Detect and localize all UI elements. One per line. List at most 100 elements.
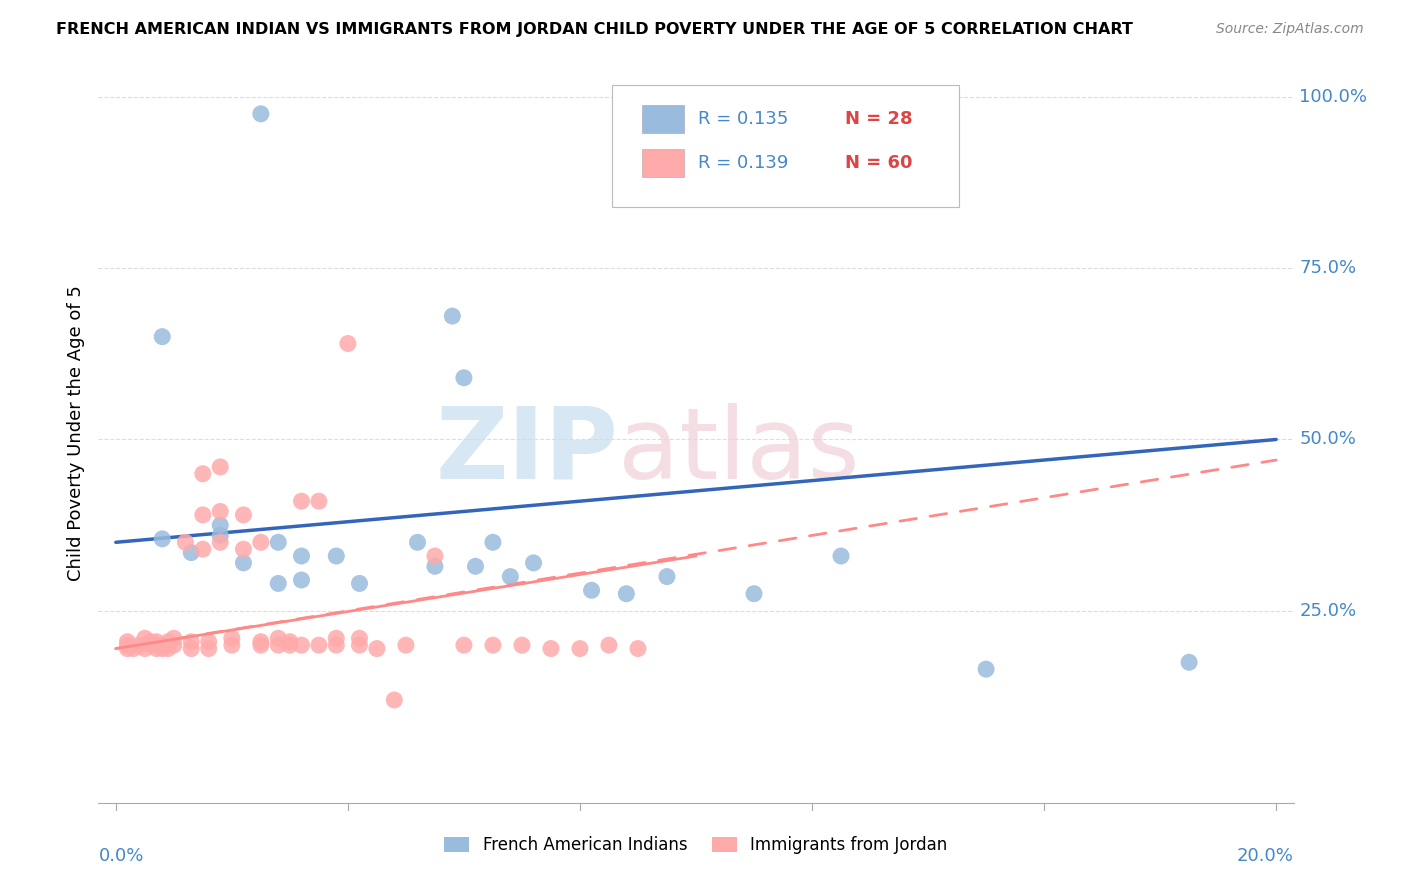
Point [598, 638, 620, 652]
Point [482, 638, 505, 652]
Text: 0.0%: 0.0% [98, 847, 143, 865]
Point [134, 641, 156, 656]
Point [510, 638, 533, 652]
Point [464, 559, 486, 574]
Text: 25.0%: 25.0% [1299, 602, 1357, 620]
Point [117, 641, 139, 656]
Point [163, 638, 186, 652]
Point [336, 336, 359, 351]
Point [742, 587, 765, 601]
Point [453, 371, 475, 385]
Point [145, 634, 167, 648]
Point [139, 638, 162, 652]
FancyBboxPatch shape [643, 149, 685, 178]
Point [325, 638, 347, 652]
Point [145, 638, 167, 652]
Point [157, 634, 180, 648]
Point [150, 532, 173, 546]
Point [150, 641, 173, 656]
Point [568, 641, 591, 656]
Point [232, 556, 254, 570]
Legend: French American Indians, Immigrants from Jordan: French American Indians, Immigrants from… [437, 830, 955, 861]
Point [325, 632, 347, 646]
Point [180, 641, 202, 656]
Text: ZIP: ZIP [436, 402, 619, 500]
Point [191, 467, 214, 481]
Point [290, 573, 312, 587]
Point [482, 535, 505, 549]
Point [655, 569, 678, 583]
Point [150, 638, 173, 652]
Point [117, 634, 139, 648]
Point [250, 638, 273, 652]
Text: 100.0%: 100.0% [1299, 87, 1368, 106]
Point [627, 641, 650, 656]
Text: 20.0%: 20.0% [1237, 847, 1294, 865]
Point [267, 638, 290, 652]
Point [191, 508, 214, 522]
FancyBboxPatch shape [613, 85, 959, 207]
Text: FRENCH AMERICAN INDIAN VS IMMIGRANTS FROM JORDAN CHILD POVERTY UNDER THE AGE OF : FRENCH AMERICAN INDIAN VS IMMIGRANTS FRO… [56, 22, 1133, 37]
Text: 50.0%: 50.0% [1299, 431, 1357, 449]
Point [221, 638, 243, 652]
Text: R = 0.135: R = 0.135 [699, 110, 789, 128]
Point [830, 549, 852, 563]
Y-axis label: Child Poverty Under the Age of 5: Child Poverty Under the Age of 5 [66, 285, 84, 581]
Text: N = 28: N = 28 [845, 110, 912, 128]
Point [122, 641, 145, 656]
Point [290, 638, 312, 652]
Point [180, 545, 202, 559]
Point [174, 535, 197, 549]
Point [139, 634, 162, 648]
Point [221, 632, 243, 646]
Point [197, 641, 219, 656]
Point [278, 634, 301, 648]
Point [349, 576, 371, 591]
Point [250, 535, 273, 549]
Point [395, 638, 418, 652]
Point [134, 632, 156, 646]
Point [614, 587, 637, 601]
Point [232, 508, 254, 522]
Point [349, 632, 371, 646]
Point [325, 549, 347, 563]
Point [145, 641, 167, 656]
Point [232, 542, 254, 557]
Point [308, 638, 330, 652]
Point [453, 638, 475, 652]
Point [441, 309, 464, 323]
Text: atlas: atlas [619, 402, 860, 500]
Point [382, 693, 405, 707]
Point [581, 583, 603, 598]
Point [209, 504, 232, 518]
Text: 75.0%: 75.0% [1299, 259, 1357, 277]
Point [499, 569, 522, 583]
Point [250, 634, 273, 648]
Point [150, 329, 173, 343]
Point [290, 549, 312, 563]
Point [163, 632, 186, 646]
Point [209, 528, 232, 542]
Text: R = 0.139: R = 0.139 [699, 154, 789, 172]
Point [157, 641, 180, 656]
Point [209, 535, 232, 549]
Point [267, 632, 290, 646]
Point [117, 638, 139, 652]
Point [974, 662, 997, 676]
Point [423, 559, 446, 574]
Point [290, 494, 312, 508]
Point [1178, 655, 1201, 669]
Point [423, 549, 446, 563]
Point [180, 634, 202, 648]
Point [191, 542, 214, 557]
Point [308, 494, 330, 508]
Point [250, 107, 273, 121]
Text: Source: ZipAtlas.com: Source: ZipAtlas.com [1216, 22, 1364, 37]
Text: N = 60: N = 60 [845, 154, 912, 172]
Point [209, 518, 232, 533]
Point [406, 535, 429, 549]
Point [522, 556, 544, 570]
FancyBboxPatch shape [643, 104, 685, 133]
Point [366, 641, 388, 656]
Point [128, 638, 150, 652]
